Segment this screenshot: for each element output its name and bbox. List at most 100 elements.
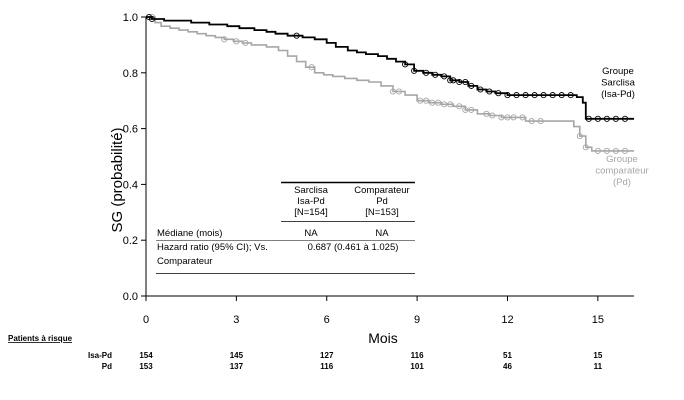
risk-count: 153: [139, 362, 153, 371]
censor-mark: [510, 114, 517, 121]
y-tick-label: 1.0: [123, 12, 138, 24]
censor-mark: [468, 82, 475, 89]
risk-count: 116: [411, 351, 424, 360]
column-header-line: Sarclisa: [294, 185, 329, 196]
x-tick-label: 15: [592, 314, 604, 326]
censor-mark: [582, 144, 589, 151]
risk-count: 101: [410, 362, 424, 371]
censor-mark: [594, 147, 601, 154]
censor-mark: [308, 64, 315, 71]
column-header-line: [N=153]: [365, 207, 399, 218]
risk-table-title: Patients à risque: [8, 334, 73, 343]
censor-mark: [585, 115, 592, 122]
risk-count: 145: [230, 351, 244, 360]
censor-mark: [483, 110, 490, 117]
censor-mark: [603, 147, 610, 154]
x-axis-title: Mois: [368, 330, 398, 346]
x-tick-label: 12: [501, 314, 513, 326]
censor-mark: [621, 147, 629, 154]
series-line: [146, 16, 634, 152]
censor-mark: [221, 36, 228, 43]
risk-row-label: Pd: [102, 362, 112, 371]
series-comparateur: [146, 13, 634, 154]
censor-mark: [456, 78, 463, 86]
series-line: [146, 16, 634, 120]
y-tick-label: 0.4: [123, 179, 138, 191]
censor-mark: [242, 39, 249, 46]
x-tick-label: 9: [414, 314, 420, 326]
censor-mark: [233, 38, 240, 45]
censor-mark: [293, 32, 300, 39]
legend-line: Sarclisa: [601, 78, 636, 89]
legend-line: (Pd): [613, 177, 631, 188]
legend-line: Groupe: [606, 154, 638, 165]
y-tick-label: 0.2: [123, 235, 138, 247]
censor-mark: [540, 92, 547, 99]
row-label: Hazard ratio (95% CI); Vs.: [157, 242, 268, 253]
y-tick-label: 0.8: [123, 68, 138, 80]
censor-mark: [389, 88, 397, 95]
risk-row-label: Isa-Pd: [88, 351, 112, 360]
risk-count: 46: [503, 362, 512, 371]
censor-mark: [456, 103, 463, 110]
censor-mark: [603, 115, 610, 122]
censor-mark: [462, 106, 469, 113]
censor-mark: [567, 92, 574, 99]
censor-mark: [486, 88, 493, 95]
censor-mark: [513, 92, 520, 99]
risk-count: 51: [503, 351, 512, 360]
legend-line: (Isa-Pd): [601, 89, 635, 100]
censor-mark: [450, 77, 457, 84]
censor-mark: [612, 147, 619, 154]
censor-mark: [432, 71, 439, 78]
risk-count: 11: [594, 362, 603, 371]
censor-mark: [558, 92, 565, 99]
censor-mark: [447, 77, 454, 84]
censor-mark: [441, 101, 448, 108]
column-header-line: Isa-Pd: [297, 196, 324, 207]
legend-layer: GroupeSarclisa(Isa-Pd)Groupecomparateur(…: [595, 66, 648, 188]
row-value: NA: [375, 228, 389, 239]
x-ticks: 0 3 6 9 12 15: [143, 296, 604, 326]
censor-mark: [441, 73, 448, 80]
risk-count: 154: [139, 351, 153, 360]
risk-count: 116: [320, 362, 333, 371]
row-label: Comparateur: [157, 256, 212, 267]
censor-mark: [423, 69, 430, 76]
censor-mark: [447, 101, 454, 108]
legend-line: Groupe: [602, 66, 634, 77]
censor-mark: [498, 114, 505, 121]
axes: [145, 17, 634, 297]
censor-mark: [504, 114, 511, 121]
censor-mark: [621, 115, 629, 122]
censor-mark: [531, 92, 538, 99]
censor-mark: [612, 115, 619, 122]
censor-mark: [423, 97, 430, 104]
censor-mark: [468, 106, 475, 113]
censor-mark: [576, 133, 583, 140]
x-tick-label: 6: [324, 314, 330, 326]
censor-mark: [504, 92, 511, 99]
censor-mark: [594, 115, 601, 122]
series-layer: [145, 13, 634, 154]
risk-count: 127: [320, 351, 334, 360]
censor-mark: [145, 13, 153, 21]
censor-mark: [429, 99, 436, 106]
x-tick-label: 3: [233, 314, 239, 326]
y-tick-label: 0.6: [123, 124, 138, 136]
censor-mark: [435, 99, 442, 106]
y-ticks: 0.0 0.2 0.4 0.6 0.8 1.0: [123, 12, 146, 303]
risk-table: Patients à risque Isa-Pd 154 145 127 116 51 15 P…: [8, 334, 603, 371]
censor-mark: [462, 78, 469, 86]
y-axis-title: SG (probabilité): [109, 127, 126, 232]
column-header-line: Comparateur: [354, 185, 409, 196]
risk-count: 15: [593, 351, 602, 360]
row-label: Médiane (mois): [157, 228, 222, 239]
summary-table: SarclisaIsa-Pd[N=154]ComparateurPd[N=153…: [156, 181, 415, 274]
censor-mark: [395, 88, 403, 95]
censor-mark: [519, 114, 526, 121]
y-tick-label: 0.0: [123, 291, 138, 303]
censor-mark: [417, 97, 424, 104]
censor-mark: [148, 15, 156, 23]
